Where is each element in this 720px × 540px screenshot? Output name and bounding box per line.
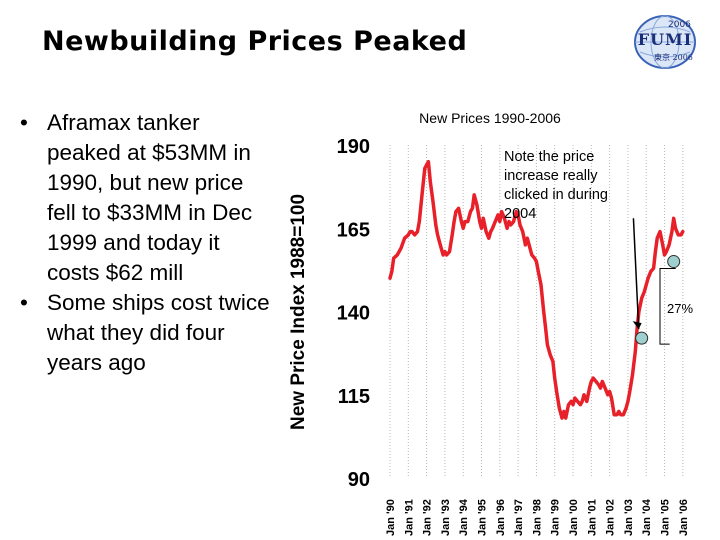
x-tick-label: Jan '98 xyxy=(531,499,543,536)
x-tick-label: Jan '00 xyxy=(568,499,580,536)
x-tick-label: Jan '94 xyxy=(458,498,470,536)
x-tick-label: Jan '01 xyxy=(586,499,598,536)
x-tick-label: Jan '96 xyxy=(495,499,507,536)
x-tick-label: Jan '91 xyxy=(403,499,415,536)
logo-subtitle: 東京 2006 xyxy=(654,53,693,62)
annotation-note: Note the price increase really clicked in … xyxy=(504,149,608,222)
y-axis-label: New Price Index 1988=100 xyxy=(288,194,309,430)
x-tick-label: Jan '99 xyxy=(550,499,562,536)
x-tick-label: Jan '03 xyxy=(623,499,635,536)
logo-year: 2006 xyxy=(668,20,691,30)
y-tick-label: 165 xyxy=(337,219,370,241)
percent-label: 27% xyxy=(667,301,693,316)
y-tick-label: 190 xyxy=(337,136,370,158)
x-tick-label: Jan '95 xyxy=(477,499,489,536)
y-tick-label: 115 xyxy=(338,386,370,408)
x-tick-label: Jan '90 xyxy=(385,499,397,536)
x-tick-label: Jan '97 xyxy=(513,499,525,536)
y-tick-label: 90 xyxy=(348,469,370,491)
high-marker xyxy=(667,255,681,269)
fumi-logo: 2006 FUMI 東京 2006 xyxy=(632,14,698,70)
x-tick-label: Jan '02 xyxy=(605,499,617,536)
x-tick-label: Jan '93 xyxy=(440,499,452,536)
slide-title: Newbuilding Prices Peaked xyxy=(42,26,468,57)
x-tick-label: Jan '04 xyxy=(641,498,653,536)
globe-icon xyxy=(634,15,696,69)
x-tick-label: Jan '06 xyxy=(678,499,690,536)
logo-text: FUMI xyxy=(637,30,693,49)
x-tick-label: Jan '92 xyxy=(422,499,434,536)
chart-title: New Prices 1990-2006 xyxy=(419,110,561,126)
x-tick-label: Jan '05 xyxy=(660,499,672,536)
bullet-list: Aframax tanker peaked at $53MM in 1990, … xyxy=(20,108,270,378)
annotation-arrow xyxy=(632,218,640,330)
bullet-item: Aframax tanker peaked at $53MM in 1990, … xyxy=(20,108,270,288)
bullet-item: Some ships cost twice what they did four… xyxy=(20,288,270,378)
percent-bracket xyxy=(659,268,676,345)
low-marker xyxy=(635,331,649,345)
series-line-new-price-index xyxy=(388,159,685,420)
y-tick-label: 140 xyxy=(337,303,370,325)
arrow-head-icon xyxy=(632,321,642,330)
